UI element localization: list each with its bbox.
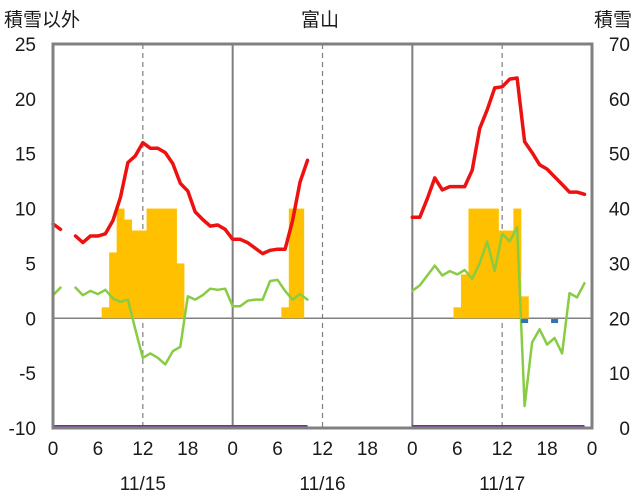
snow-bar (505, 230, 514, 319)
snow-bar (520, 296, 529, 319)
right-axis-label: 積雪 (594, 9, 632, 31)
right-tick-label: 0 (619, 419, 630, 440)
left-axis-ticks: -10 -5 0 5 10 15 20 25 (9, 35, 36, 440)
snow-bar (490, 208, 499, 319)
snow-bar (296, 208, 305, 319)
right-tick-label: 60 (609, 90, 630, 111)
day-labels: 11/15 11/16 11/17 (120, 474, 525, 495)
snow-bar (161, 208, 170, 319)
x-axis-ticks: 0 6 12 18 0 6 12 18 0 6 12 18 0 (48, 439, 598, 460)
snow-bar (281, 307, 290, 319)
snow-bar (513, 208, 522, 319)
marker-point (551, 319, 559, 324)
x-tick-label: 0 (587, 439, 598, 460)
snow-bar (131, 230, 140, 319)
plot-frame (51, 42, 594, 430)
left-tick-label: 15 (15, 145, 36, 166)
snow-bar (101, 307, 110, 319)
right-tick-label: 70 (609, 35, 630, 56)
snow-bar (176, 263, 185, 319)
day-label: 11/16 (299, 474, 345, 495)
left-tick-label: 25 (15, 35, 36, 56)
left-tick-label: 20 (15, 90, 36, 111)
x-tick-label: 6 (93, 439, 104, 460)
x-tick-label: 12 (492, 439, 513, 460)
snow-bar (288, 208, 297, 319)
temperature-line (410, 76, 587, 220)
plot-border (51, 42, 594, 430)
x-tick-label: 18 (357, 439, 378, 460)
snow-bar (124, 219, 133, 319)
snow-bar (116, 208, 125, 319)
x-tick-label: 6 (272, 439, 283, 460)
left-tick-label: -10 (9, 419, 36, 440)
snow-bar (169, 208, 177, 319)
left-axis-label: 積雪以外 (4, 9, 80, 31)
snow-bar (109, 252, 118, 319)
day-label: 11/17 (479, 474, 525, 495)
snow-bar (139, 230, 147, 319)
snow-bar (498, 230, 507, 319)
left-tick-label: 10 (15, 200, 36, 221)
right-tick-label: 30 (609, 254, 630, 275)
right-tick-label: 20 (609, 309, 630, 330)
x-tick-label: 6 (452, 439, 463, 460)
x-tick-label: 18 (177, 439, 198, 460)
left-tick-label: 5 (25, 254, 36, 275)
snow-bar (453, 307, 462, 319)
right-tick-label: 40 (609, 200, 630, 221)
x-tick-label: 12 (312, 439, 333, 460)
x-tick-label: 0 (407, 439, 418, 460)
left-tick-label: -5 (19, 364, 36, 385)
left-tick-label: 0 (25, 309, 36, 330)
temperature-line (51, 140, 310, 256)
right-tick-label: 50 (609, 145, 630, 166)
right-tick-label: 10 (609, 364, 630, 385)
marker-point (521, 319, 529, 324)
snow-bar (146, 208, 155, 319)
right-axis-ticks: 0 10 20 30 40 50 60 70 (609, 35, 630, 440)
x-tick-label: 0 (48, 439, 59, 460)
snow-bar (468, 208, 477, 319)
snow-bar (460, 274, 469, 319)
green-series-line (411, 225, 586, 408)
snow-bar (483, 208, 492, 319)
snow-bar (154, 208, 162, 319)
chart-title: 富山 (301, 9, 339, 31)
x-tick-label: 18 (537, 439, 558, 460)
day-label: 11/15 (120, 474, 166, 495)
snow-depth-bars (101, 208, 529, 319)
x-tick-label: 0 (227, 439, 238, 460)
x-tick-label: 12 (132, 439, 153, 460)
